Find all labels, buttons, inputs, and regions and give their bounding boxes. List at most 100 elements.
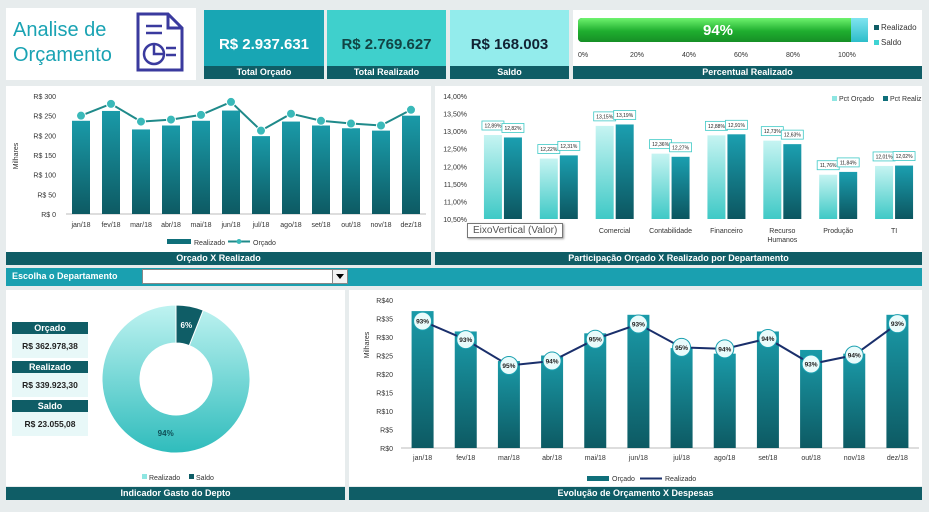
- x-tick-label: ago/18: [280, 222, 302, 229]
- bar-pct-orcado: [651, 153, 670, 219]
- y-tick-label: 13,00%: [443, 129, 467, 136]
- data-label-pct-orcado: 12,22%: [540, 147, 558, 153]
- data-label-box-realizado: [836, 157, 860, 168]
- y-tick-label: R$30: [376, 335, 393, 342]
- point-realizado: [758, 328, 778, 348]
- x-tick-label: mar/18: [130, 222, 152, 229]
- dropdown-arrow-icon[interactable]: [332, 270, 347, 283]
- y-tick-label: R$25: [376, 354, 393, 361]
- bar-realizado: [192, 120, 210, 214]
- y-tick-label: 11,00%: [444, 199, 467, 206]
- bar-pct-realizado: [727, 134, 746, 219]
- bar-orcado: [541, 355, 564, 448]
- department-selector-label: Escolha o Departamento: [12, 271, 118, 281]
- data-label-box-realizado: [780, 129, 804, 140]
- data-label-box-realizado: [669, 142, 692, 153]
- bar-realizado: [342, 128, 360, 214]
- point-realizado: [413, 311, 433, 331]
- page-title: Analise de Orçamento: [13, 18, 112, 68]
- x-tick-label: mai/18: [585, 455, 606, 462]
- legend-label-saldo: Saldo: [196, 475, 214, 482]
- data-label-box-realizado: [557, 140, 581, 151]
- x-tick-label: Produção: [823, 228, 853, 235]
- data-label-realizado: 93%: [632, 322, 645, 329]
- bar-orcado: [800, 349, 823, 448]
- y-tick-label: 13,50%: [443, 112, 467, 119]
- point-orcado: [76, 110, 86, 121]
- progress-tick-label: 100%: [838, 52, 856, 59]
- bar-pct-realizado: [559, 155, 578, 219]
- point-orcado: [316, 115, 326, 126]
- y-tick-label: R$ 200: [33, 133, 56, 140]
- y-tick-label: R$ 0: [41, 212, 56, 219]
- data-label-pct-orcado: 13,15%: [596, 114, 614, 120]
- y-tick-label: 14,00%: [443, 94, 467, 101]
- bar-realizado: [102, 110, 120, 214]
- legend-label-orcado: Orçado: [612, 476, 635, 483]
- progress-tick-label: 80%: [786, 52, 801, 59]
- point-realizado: [542, 351, 562, 371]
- data-label-box-realizado: [725, 119, 748, 130]
- x-tick-label: Comercial: [599, 228, 631, 235]
- legend-swatch-realizado: [142, 474, 147, 479]
- data-label-pct-realizado: 12,31%: [560, 144, 578, 150]
- y-tick-label: R$5: [380, 428, 393, 435]
- point-orcado: [136, 116, 146, 127]
- kpi-orcado-value: R$ 2.937.631: [218, 36, 310, 53]
- progress-tick-label: 0%: [578, 52, 589, 59]
- chart-participacao-title: Participação Orçado X Realizado por Depa…: [435, 252, 922, 265]
- y-tick-label: R$ 50: [37, 192, 56, 199]
- x-tick-label: nov/18: [370, 222, 391, 229]
- y-tick-label: R$ 150: [33, 153, 56, 160]
- x-tick-label: ago/18: [714, 455, 736, 462]
- bar-orcado: [843, 353, 866, 448]
- x-tick-label: TI: [891, 228, 897, 235]
- dept-saldo-value: R$ 23.055,08: [12, 412, 88, 436]
- bar-pct-realizado: [839, 171, 858, 219]
- progress-remainder: [850, 18, 868, 42]
- point-orcado: [196, 109, 206, 120]
- data-label-pct-realizado: 13,19%: [616, 113, 634, 119]
- data-label-realizado: 93%: [891, 321, 904, 328]
- kpi-orcado: R$ 2.937.631: [204, 10, 324, 66]
- kpi-saldo-label: Saldo: [450, 66, 569, 79]
- x-tick-label: set/18: [758, 455, 777, 462]
- data-label-pct-orcado: 12,89%: [484, 124, 502, 130]
- dept-realizado-value: R$ 339.923,30: [12, 373, 88, 397]
- data-label-pct-orcado: 12,01%: [876, 154, 894, 160]
- department-select[interactable]: [142, 269, 348, 284]
- x-tick-label: out/18: [801, 455, 821, 462]
- bar-orcado: [756, 331, 779, 448]
- y-tick-label: R$0: [380, 446, 393, 453]
- data-label-pct-realizado: 12,63%: [784, 133, 802, 139]
- y-tick-label: R$ 300: [33, 94, 56, 101]
- data-label-realizado: 93%: [805, 362, 818, 369]
- x-tick-label: Recurso: [769, 228, 795, 235]
- point-orcado: [346, 118, 356, 129]
- y-axis-title: Milhares: [13, 142, 20, 169]
- bar-orcado: [670, 348, 693, 448]
- chart-indicador-title: Indicador Gasto do Depto: [6, 487, 345, 500]
- legend-label-realizado: Realizado: [149, 475, 180, 482]
- point-realizado: [456, 330, 476, 350]
- line-orcado: [80, 100, 412, 132]
- progress-tick-label: 40%: [682, 52, 697, 59]
- legend-realizado-label: Realizado: [881, 23, 917, 32]
- bar-pct-realizado: [783, 144, 802, 219]
- data-label-pct-orcado: 12,36%: [652, 142, 670, 148]
- legend-label-orcado: Orçado: [253, 240, 276, 247]
- bar-realizado: [222, 110, 240, 214]
- legend-swatch-pct-orcado: [832, 96, 837, 101]
- donut-slice-realizado: [101, 304, 251, 454]
- legend-label-realizado: Realizado: [665, 476, 696, 483]
- chart-participacao: 10,50% 11,00% 11,50% 12,00% 12,50% 13,00% 13,5…: [443, 94, 922, 244]
- line-realizado: [422, 320, 899, 367]
- dept-realizado-label: Realizado: [12, 361, 88, 373]
- point-realizado: [672, 337, 692, 357]
- point-realizado: [628, 314, 648, 334]
- x-tick-label: abr/18: [161, 222, 181, 229]
- bar-pct-orcado: [875, 165, 894, 219]
- x-tick-label: jun/18: [628, 455, 648, 462]
- progress-legend: Realizado Saldo: [874, 20, 917, 50]
- legend-realizado: Realizado: [874, 20, 917, 35]
